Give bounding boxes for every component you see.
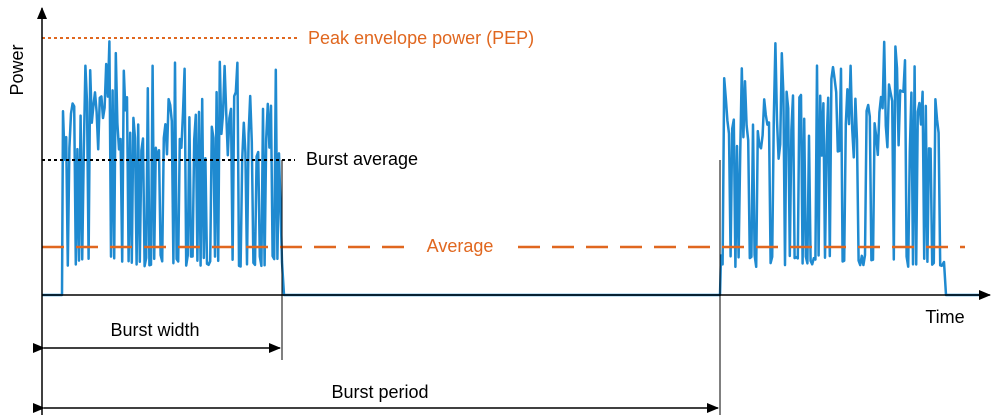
y-axis-label: Power [7,44,27,95]
signal-trace [42,40,985,297]
burst-width-label: Burst width [110,320,199,340]
average-label-bg [410,234,510,260]
x-axis-label: Time [925,307,964,327]
burst-period-label: Burst period [331,382,428,402]
signal [42,40,985,297]
burst-average-label: Burst average [306,149,418,169]
pep-label: Peak envelope power (PEP) [308,28,534,48]
average-label: Average [427,236,494,256]
